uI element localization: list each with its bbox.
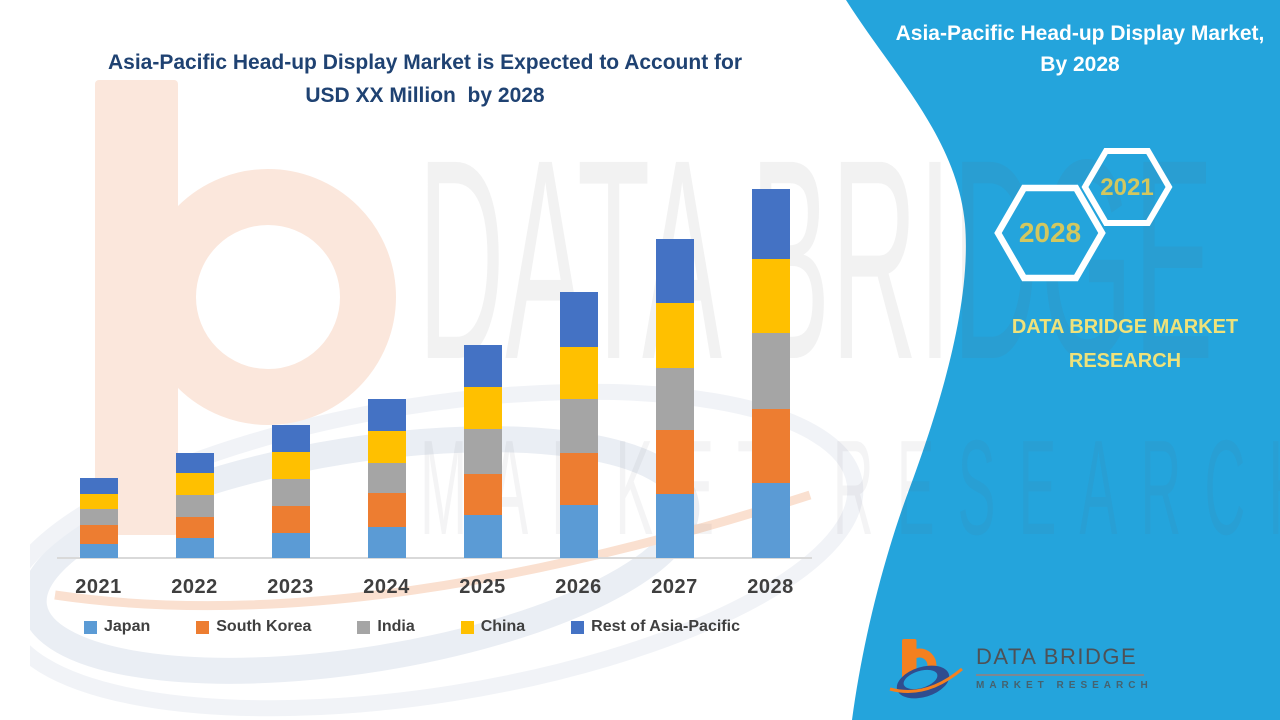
bar-segment-south-korea-2025 [463, 474, 502, 515]
legend-label: Japan [104, 618, 151, 635]
side-panel-title: Asia-Pacific Head-up Display Market, By … [880, 18, 1280, 80]
bar-segment-rest-of-asia-pacific-2022 [175, 453, 214, 473]
x-axis-label-2023: 2023 [267, 576, 314, 598]
bar-segment-rest-of-asia-pacific-2028 [751, 189, 790, 259]
footer-logo-tagline: MARKET RESEARCH [976, 680, 1153, 691]
bar-segment-south-korea-2027 [655, 430, 694, 494]
badge-2028: 2028 [994, 184, 1106, 282]
footer-logo-text: DATA BRIDGE MARKET RESEARCH [976, 644, 1153, 691]
legend-item-india: India [357, 618, 415, 636]
footer-logo-name: DATA BRIDGE [976, 644, 1138, 669]
bar-segment-china-2027 [655, 303, 694, 368]
brand-caption-line2: RESEARCH [1068, 350, 1182, 372]
bar-segment-rest-of-asia-pacific-2024 [367, 399, 406, 431]
x-axis-label-2025: 2025 [459, 576, 506, 598]
bar-segment-china-2023 [271, 452, 310, 479]
bar-2028 [751, 189, 790, 558]
brand-caption-line1: DATA BRIDGE MARKET [1011, 316, 1239, 338]
bar-2027 [655, 239, 694, 558]
bar-segment-south-korea-2026 [559, 453, 598, 505]
x-axis-label-2028: 2028 [747, 576, 794, 598]
bar-segment-japan-2026 [559, 505, 598, 558]
bar-segment-china-2028 [751, 259, 790, 333]
chart-title: Asia-Pacific Head-up Display Market is E… [35, 46, 815, 112]
bar-segment-india-2028 [751, 333, 790, 409]
bar-segment-india-2021 [79, 509, 118, 525]
bar-segment-south-korea-2022 [175, 517, 214, 538]
bar-segment-china-2022 [175, 473, 214, 495]
bar-2022 [175, 453, 214, 558]
badge-2021-label: 2021 [1100, 174, 1153, 201]
bar-segment-japan-2027 [655, 494, 694, 558]
legend-item-japan: Japan [84, 618, 150, 636]
x-axis-line [57, 557, 812, 559]
chart-title-line2: USD XX Million by 2028 [305, 84, 545, 107]
year-badges: 2021 2028 [994, 148, 1173, 282]
x-axis-label-2022: 2022 [171, 576, 218, 598]
legend-label: South Korea [216, 618, 312, 635]
badge-2028-label: 2028 [1019, 217, 1081, 248]
bar-segment-japan-2025 [463, 515, 502, 558]
bar-segment-china-2024 [367, 431, 406, 463]
legend-item-south-korea: South Korea [196, 618, 311, 636]
bar-segment-china-2021 [79, 494, 118, 509]
bar-segment-south-korea-2021 [79, 525, 118, 544]
bar-segment-india-2025 [463, 429, 502, 474]
bar-segment-china-2026 [559, 347, 598, 399]
legend-item-china: China [460, 618, 526, 636]
bar-segment-rest-of-asia-pacific-2026 [559, 292, 598, 347]
side-panel-title-line1: Asia-Pacific Head-up Display Market, [895, 22, 1265, 45]
bar-segment-japan-2028 [751, 483, 790, 558]
bar-2021 [79, 478, 118, 558]
bar-segment-india-2024 [367, 463, 406, 493]
chart-legend: Japan South Korea India China Rest of Asia-P… [84, 618, 740, 636]
side-panel-title-line2: By 2028 [1040, 53, 1120, 76]
bar-segment-south-korea-2028 [751, 409, 790, 483]
bar-2024 [367, 399, 406, 558]
legend-label: Rest of Asia-Pacific [591, 618, 740, 635]
legend-swatch-icon [357, 620, 371, 634]
bar-segment-india-2022 [175, 495, 214, 517]
bar-segment-japan-2023 [271, 533, 310, 558]
chart-title-line1: Asia-Pacific Head-up Display Market is E… [107, 51, 743, 74]
bar-segment-japan-2022 [175, 538, 214, 558]
x-axis-label-2021: 2021 [75, 576, 122, 598]
x-axis-label-2026: 2026 [555, 576, 602, 598]
badge-2021: 2021 [1081, 148, 1173, 226]
databridge-logo-icon [889, 639, 963, 699]
bar-2026 [559, 292, 598, 558]
x-axis-label-2027: 2027 [651, 576, 698, 598]
legend-swatch-icon [196, 620, 210, 634]
legend-swatch-icon [84, 620, 97, 634]
bar-segment-japan-2021 [79, 544, 118, 558]
legend-swatch-icon [571, 620, 585, 634]
x-axis-label-2024: 2024 [363, 576, 410, 598]
footer-logo-divider [976, 674, 1144, 676]
legend-label: India [377, 618, 415, 635]
bar-2023 [271, 425, 310, 558]
bar-segment-rest-of-asia-pacific-2027 [655, 239, 694, 303]
bar-segment-china-2025 [463, 387, 502, 429]
bar-segment-south-korea-2023 [271, 506, 310, 533]
legend-item-rest-of-asia-pacific: Rest of Asia-Pacific [571, 618, 740, 636]
legend-label: China [480, 618, 526, 635]
bar-segment-india-2023 [271, 479, 310, 506]
bar-segment-south-korea-2024 [367, 493, 406, 527]
bar-segment-rest-of-asia-pacific-2025 [463, 345, 502, 387]
legend-swatch-icon [460, 620, 474, 634]
brand-caption: DATA BRIDGE MARKET RESEARCH [935, 310, 1280, 378]
bar-segment-india-2026 [559, 399, 598, 453]
bar-segment-rest-of-asia-pacific-2021 [79, 478, 118, 494]
bar-segment-japan-2024 [367, 527, 406, 558]
bar-segment-india-2027 [655, 368, 694, 430]
bar-2025 [463, 345, 502, 558]
bar-segment-rest-of-asia-pacific-2023 [271, 425, 310, 452]
databridge-footer-logo: DATA BRIDGE MARKET RESEARCH [886, 636, 1153, 702]
